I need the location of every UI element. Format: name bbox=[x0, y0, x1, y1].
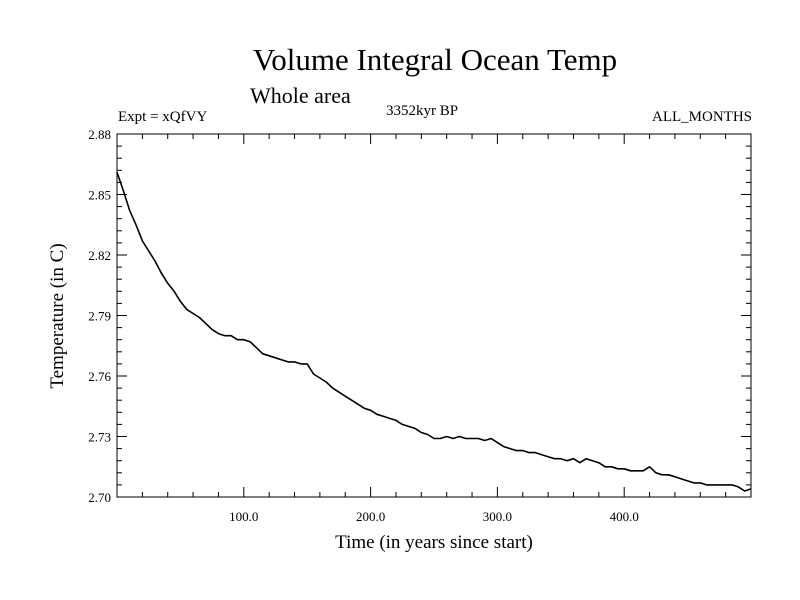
axis-ticks bbox=[117, 134, 751, 497]
chart-subtitle: Whole area bbox=[250, 83, 351, 108]
season-label: ALL_MONTHS bbox=[652, 109, 752, 125]
y-tick-label: 2.85 bbox=[88, 188, 111, 203]
y-axis-title: Temperature (in C) bbox=[47, 243, 68, 388]
x-tick-label: 400.0 bbox=[610, 509, 639, 524]
y-tick-label: 2.76 bbox=[88, 369, 111, 384]
y-tick-label: 2.70 bbox=[88, 490, 111, 505]
y-tick-label: 2.73 bbox=[88, 430, 111, 445]
axis-tick-labels: 100.0 200.0 300.0 400.0 2.70 2.73 2.76 2.79 2.82… bbox=[88, 127, 639, 524]
x-tick-label: 300.0 bbox=[483, 509, 512, 524]
experiment-label: Expt = xQfVY bbox=[118, 109, 208, 125]
x-tick-label: 100.0 bbox=[229, 509, 258, 524]
plot-area-frame bbox=[116, 133, 752, 498]
y-tick-label: 2.82 bbox=[88, 248, 111, 263]
y-tick-label: 2.88 bbox=[88, 127, 111, 142]
x-tick-label: 200.0 bbox=[356, 509, 385, 524]
chart-title: Volume Integral Ocean Temp bbox=[252, 42, 618, 77]
series-line bbox=[116, 172, 752, 492]
y-tick-label: 2.79 bbox=[88, 309, 111, 324]
period-label: 3352kyr BP bbox=[386, 103, 459, 119]
x-axis-title: Time (in years since start) bbox=[335, 532, 533, 553]
